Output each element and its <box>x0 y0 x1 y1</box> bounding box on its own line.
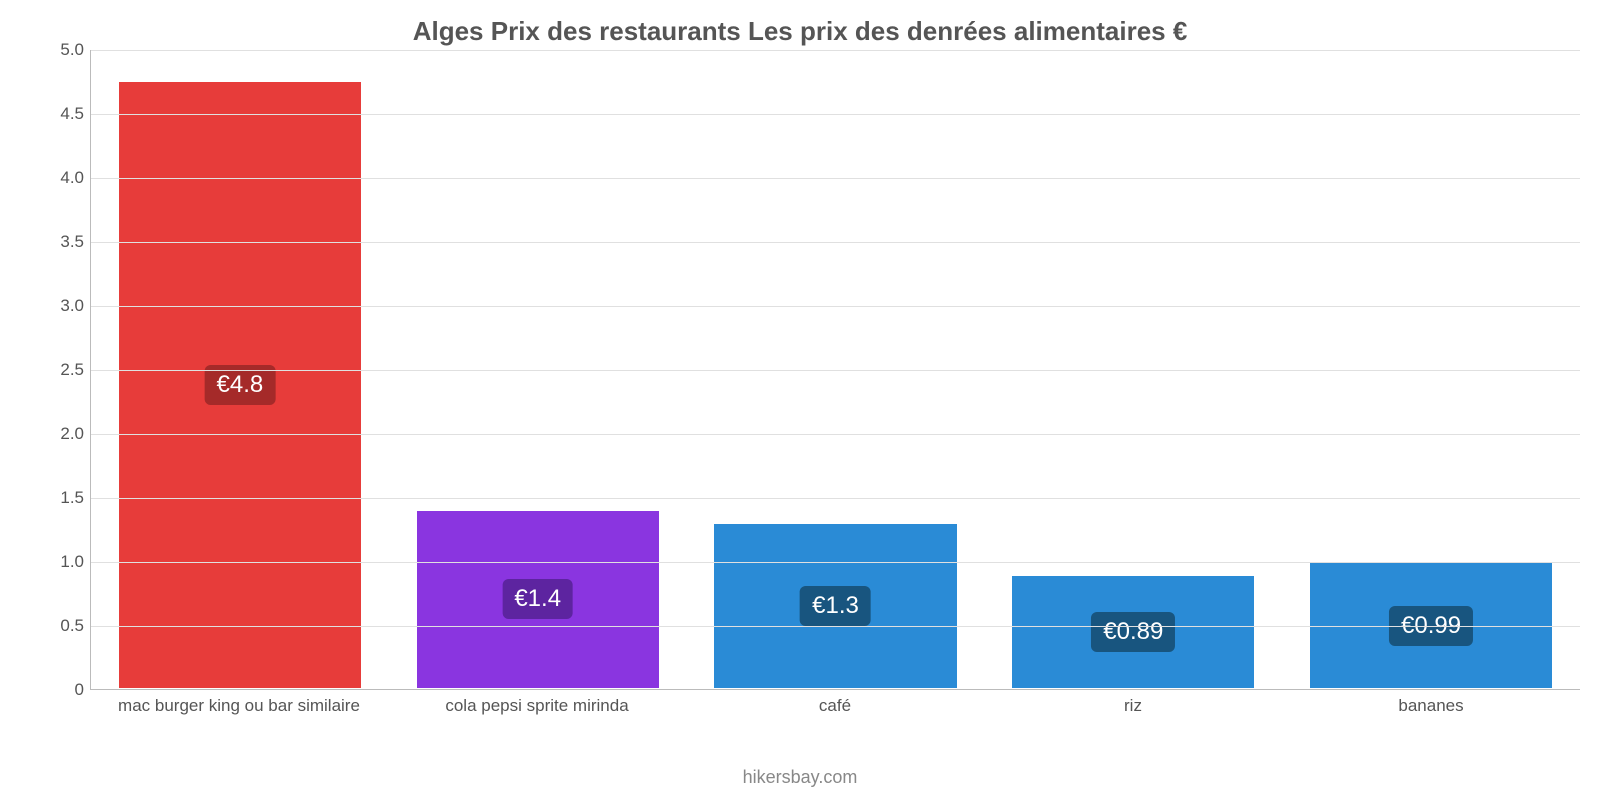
gridline <box>91 50 1580 51</box>
y-tick-label: 1.0 <box>40 552 84 572</box>
chart-container: 00.51.01.52.02.53.03.54.04.55.0 €4.8€1.4… <box>40 50 1580 730</box>
plot-area: €4.8€1.4€1.3€0.89€0.99 <box>90 50 1580 690</box>
y-tick-label: 5.0 <box>40 40 84 60</box>
x-tick-label: bananes <box>1282 692 1580 716</box>
gridline <box>91 242 1580 243</box>
y-tick-label: 4.0 <box>40 168 84 188</box>
x-tick-label: café <box>686 692 984 716</box>
gridline <box>91 434 1580 435</box>
y-tick-label: 4.5 <box>40 104 84 124</box>
x-tick-label: cola pepsi sprite mirinda <box>388 692 686 716</box>
y-tick-label: 2.0 <box>40 424 84 444</box>
chart-title: Alges Prix des restaurants Les prix des … <box>0 0 1600 47</box>
bar-value-label: €0.89 <box>1091 612 1175 652</box>
y-axis: 00.51.01.52.02.53.03.54.04.55.0 <box>40 50 90 690</box>
gridline <box>91 562 1580 563</box>
x-tick-label: riz <box>984 692 1282 716</box>
y-tick-label: 0.5 <box>40 616 84 636</box>
bar-value-label: €1.3 <box>800 586 871 626</box>
bar-value-label: €4.8 <box>205 365 276 405</box>
credit-text: hikersbay.com <box>0 767 1600 788</box>
gridline <box>91 306 1580 307</box>
y-tick-label: 2.5 <box>40 360 84 380</box>
gridline <box>91 370 1580 371</box>
y-tick-label: 3.0 <box>40 296 84 316</box>
y-tick-label: 3.5 <box>40 232 84 252</box>
y-tick-label: 0 <box>40 680 84 700</box>
x-axis-labels: mac burger king ou bar similairecola pep… <box>90 692 1580 716</box>
gridline <box>91 114 1580 115</box>
gridline <box>91 626 1580 627</box>
y-tick-label: 1.5 <box>40 488 84 508</box>
gridline <box>91 498 1580 499</box>
bar-value-label: €1.4 <box>502 579 573 619</box>
x-tick-label: mac burger king ou bar similaire <box>90 692 388 716</box>
gridline <box>91 178 1580 179</box>
